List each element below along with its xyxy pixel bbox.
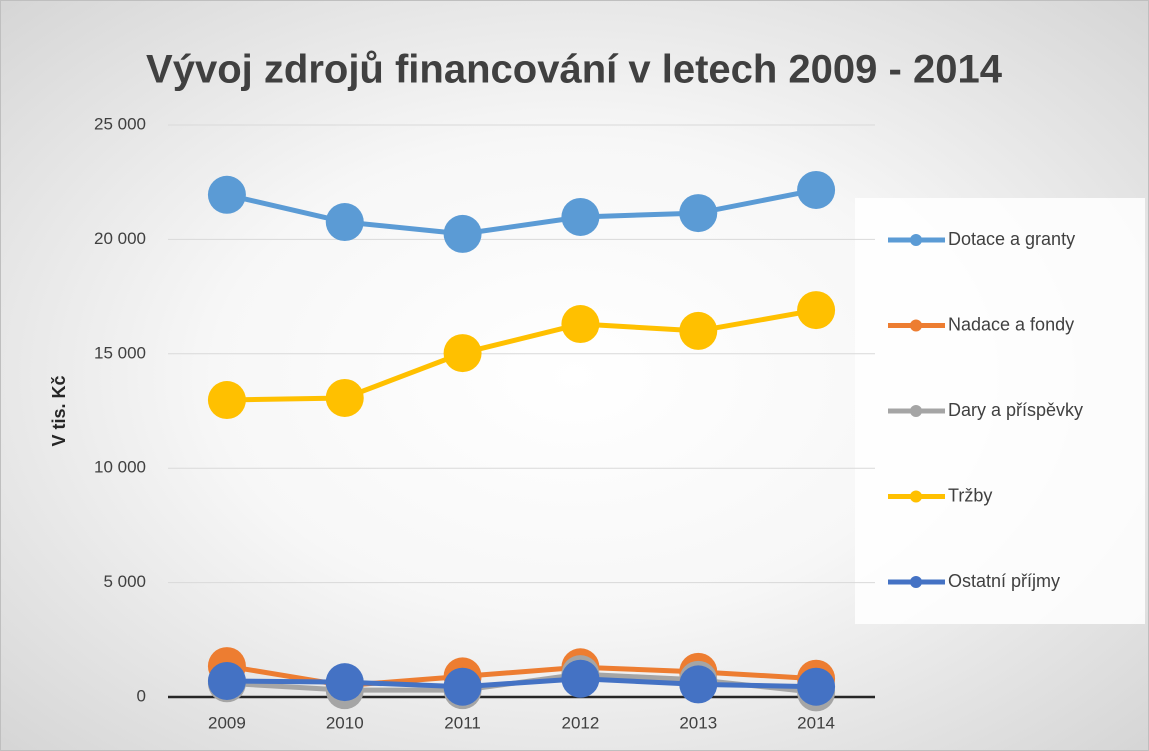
data-point (679, 665, 718, 704)
y-tick-label: 25 000 (94, 114, 146, 133)
data-point (797, 170, 836, 209)
data-point (207, 381, 246, 420)
y-tick-label: 15 000 (94, 343, 146, 362)
data-point (325, 663, 364, 702)
series-line (226, 187, 817, 237)
legend-marker (910, 576, 922, 588)
x-tick-label: 2014 (797, 713, 835, 732)
x-tick-label: 2009 (208, 713, 246, 732)
legend-marker (910, 490, 922, 503)
data-point (561, 659, 600, 698)
data-point (561, 305, 600, 344)
y-tick-label: 0 (137, 686, 146, 705)
x-tick-label: 2013 (679, 713, 717, 732)
series-line (226, 307, 817, 403)
y-tick-label: 10 000 (94, 458, 146, 477)
data-point (797, 291, 836, 330)
data-point (561, 197, 600, 236)
y-tick-label: 20 000 (94, 229, 146, 248)
y-tick-label: 5 000 (103, 572, 146, 591)
y-axis-label: V tis. Kč (49, 375, 69, 446)
legend-label: Dary a příspěvky (948, 400, 1083, 420)
data-point (679, 194, 718, 233)
data-point (443, 334, 482, 373)
data-point (325, 378, 364, 417)
data-point (207, 175, 246, 214)
chart-title: Vývoj zdrojů financování v letech 2009 -… (146, 48, 1003, 92)
x-tick-label: 2010 (326, 713, 364, 732)
legend-label: Ostatní příjmy (948, 571, 1060, 591)
legend-marker (910, 234, 922, 246)
legend-label: Dotace a granty (948, 229, 1075, 249)
data-point (443, 214, 482, 253)
x-tick-label: 2012 (562, 713, 600, 732)
legend-marker (910, 405, 922, 417)
x-tick-label: 2011 (444, 713, 481, 732)
legend-label: Nadace a fondy (948, 314, 1074, 334)
data-point (443, 667, 482, 706)
data-point (325, 203, 364, 242)
series-line (226, 676, 817, 690)
legend-label: Tržby (948, 485, 992, 505)
legend-marker (910, 319, 922, 332)
data-point (207, 661, 246, 700)
data-point (797, 667, 836, 706)
data-point (679, 311, 718, 350)
